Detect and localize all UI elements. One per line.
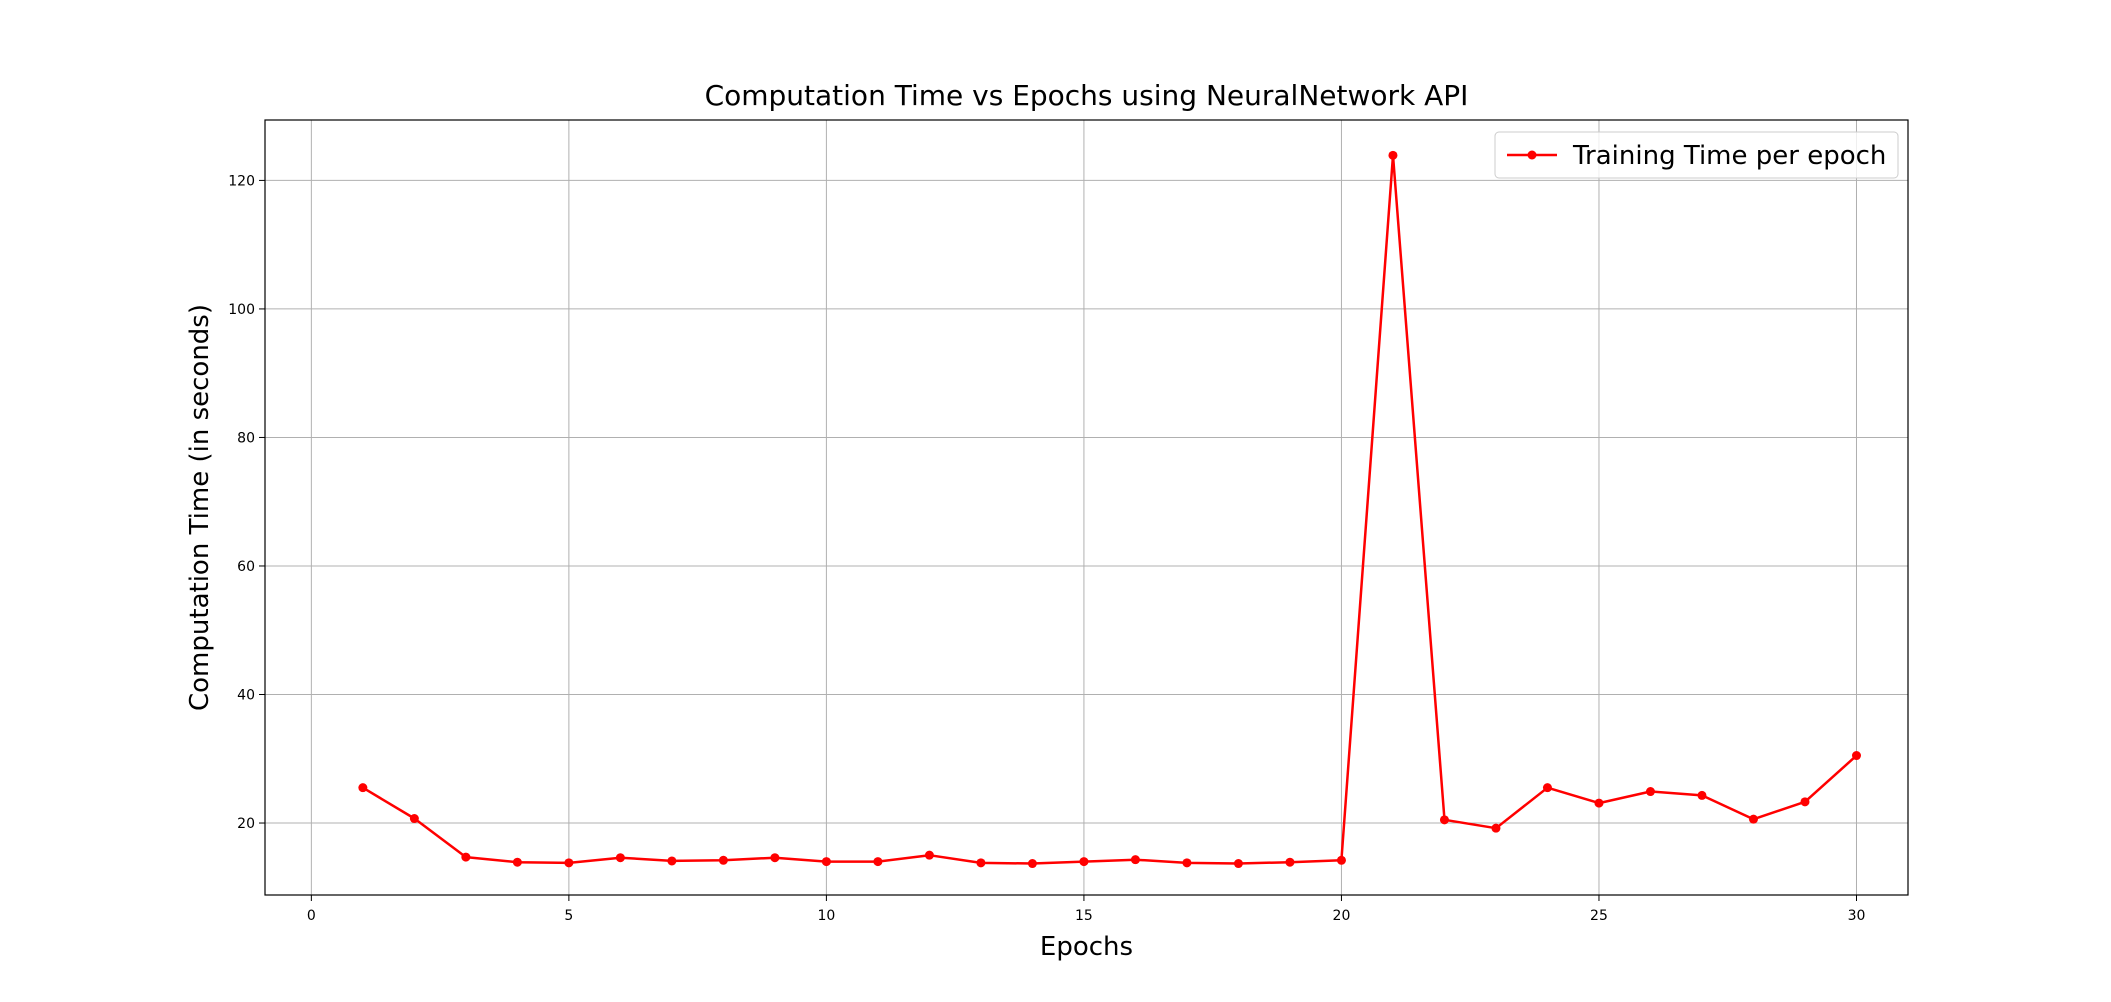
data-point [564, 858, 574, 868]
legend: Training Time per epoch [1494, 131, 1899, 179]
data-point [615, 853, 625, 863]
data-point [358, 783, 368, 793]
x-axis-label: Epochs [1040, 932, 1133, 962]
data-point [924, 850, 934, 860]
data-point [770, 853, 780, 863]
data-point [873, 857, 883, 867]
data-point [1027, 859, 1037, 869]
x-tick-label: 25 [1590, 908, 1608, 924]
data-point [976, 858, 986, 868]
x-tick-label: 0 [307, 908, 316, 924]
x-tick-label: 30 [1848, 908, 1866, 924]
y-tick-label: 100 [228, 302, 255, 318]
data-point [1182, 858, 1192, 868]
y-tick-label: 20 [237, 816, 255, 832]
data-point [1748, 814, 1758, 824]
x-tick-label: 10 [817, 908, 835, 924]
x-tick-label: 15 [1075, 908, 1093, 924]
y-tick-label: 40 [237, 688, 255, 704]
legend-box [1494, 131, 1899, 179]
x-tick-label: 20 [1333, 908, 1351, 924]
y-axis-label: Computation Time (in seconds) [185, 304, 215, 711]
data-point [1336, 855, 1346, 865]
y-tick-label: 120 [228, 173, 255, 189]
series [358, 150, 1861, 869]
data-point [667, 856, 677, 866]
data-point [1388, 150, 1398, 160]
data-point [461, 852, 471, 862]
plot-frame [264, 119, 1909, 896]
x-tick-label: 5 [564, 908, 573, 924]
y-tick-label: 60 [237, 559, 255, 575]
legend-marker-swatch [1527, 150, 1537, 160]
series-line [362, 154, 1858, 865]
chart-title: Computation Time vs Epochs using NeuralN… [705, 79, 1469, 112]
ticks: 0 5 10 15 20 25 30 20 40 60 80 100 120 [228, 173, 1865, 924]
data-point [1233, 859, 1243, 869]
data-point [1851, 751, 1861, 761]
legend-entry-label: Training Time per epoch [1572, 141, 1886, 171]
data-point [1285, 857, 1295, 867]
y-tick-label: 80 [237, 430, 255, 446]
data-point [1542, 783, 1552, 793]
data-point [1800, 797, 1810, 807]
data-point [512, 857, 522, 867]
data-point [718, 855, 728, 865]
grid [265, 120, 1908, 895]
data-point [1130, 855, 1140, 865]
data-point [409, 814, 419, 824]
data-point [1079, 857, 1089, 867]
data-point [821, 857, 831, 867]
data-point [1491, 823, 1501, 833]
data-point [1439, 815, 1449, 825]
data-point [1594, 798, 1604, 808]
data-point [1645, 787, 1655, 797]
data-point [1697, 790, 1707, 800]
